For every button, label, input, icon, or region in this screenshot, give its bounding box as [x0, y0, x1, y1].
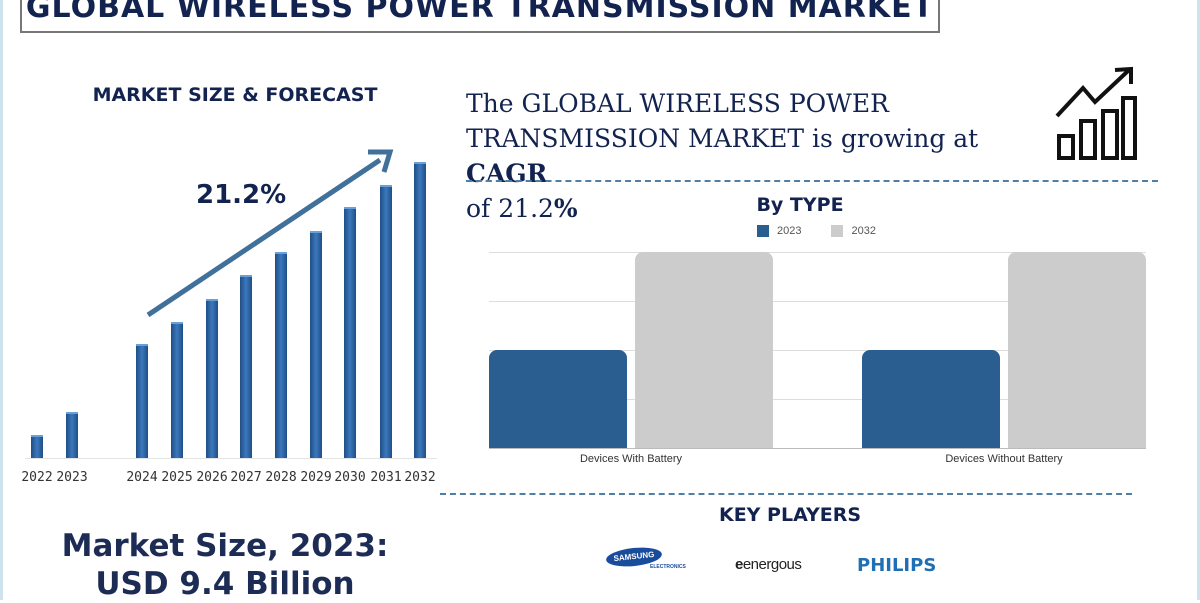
bar-2029: [310, 230, 322, 458]
x-tick-label: 2024: [126, 470, 158, 485]
right-border: [1197, 0, 1200, 600]
x-axis: [489, 448, 1146, 449]
x-tick-label: 2022: [21, 470, 53, 485]
bar-2027: [240, 275, 252, 458]
type-chart-title: By TYPE: [756, 194, 844, 216]
market-size-text: Market Size, 2023: USD 9.4 Billion: [0, 527, 450, 603]
summary-line2: TRANSMISSION MARKET is growing at CAGR: [466, 121, 1066, 191]
page-title: GLOBAL WIRELESS POWER TRANSMISSION MARKE…: [25, 0, 935, 25]
x-tick-label: 2031: [370, 470, 402, 485]
percent-sign: %: [553, 194, 578, 223]
legend-label-2023: 2023: [777, 225, 802, 237]
bar-2023-without-battery: [862, 350, 1000, 448]
bar-2032-with-battery: [635, 252, 773, 448]
summary-line1: The GLOBAL WIRELESS POWER: [466, 89, 889, 118]
bar-2030: [344, 206, 356, 458]
gridline: [489, 301, 1146, 302]
x-tick-label: 2029: [300, 470, 332, 485]
x-tick-label: 2032: [404, 470, 436, 485]
market-size-line2: USD 9.4 Billion: [95, 566, 355, 602]
x-axis: [25, 458, 437, 459]
energous-text: energous: [742, 556, 802, 573]
x-tick-label: 2023: [56, 470, 88, 485]
samsung-sub: ELECTRONICS: [650, 564, 686, 570]
category-label: Devices Without Battery: [945, 453, 1063, 465]
divider: [466, 180, 1158, 182]
energous-logo: eenergous: [735, 556, 802, 573]
x-tick-label: 2025: [161, 470, 193, 485]
cagr-annotation: 21.2%: [196, 180, 287, 210]
legend-swatch-2032: [831, 225, 844, 237]
bar-2026: [206, 299, 218, 458]
bar-2032-without-battery: [1008, 252, 1146, 448]
cagr-label: CAGR: [466, 159, 548, 188]
bar-2022: [31, 435, 43, 458]
market-size-line1: Market Size, 2023:: [61, 528, 389, 564]
gridline: [489, 350, 1146, 351]
category-label: Devices With Battery: [579, 453, 683, 465]
cagr-summary: The GLOBAL WIRELESS POWER TRANSMISSION M…: [466, 86, 1066, 226]
x-tick-label: 2026: [196, 470, 228, 485]
bar-2023-with-battery: [489, 350, 627, 448]
summary-line2-text: TRANSMISSION MARKET is growing at: [466, 124, 979, 153]
philips-logo: PHILIPS: [857, 555, 937, 576]
bar-2025: [171, 321, 183, 458]
title-box: GLOBAL WIRELESS POWER TRANSMISSION MARKE…: [20, 0, 940, 33]
bar-2032: [414, 161, 426, 458]
legend-swatch-2023: [757, 225, 769, 237]
gridline: [489, 399, 1146, 400]
growth-arrow: [146, 149, 394, 318]
gridline: [489, 252, 1146, 253]
legend: 2023 2032: [757, 225, 876, 237]
key-players-heading: KEY PLAYERS: [718, 504, 862, 526]
forecast-chart-title: MARKET SIZE & FORECAST: [92, 84, 378, 106]
legend-label-2032: 2032: [851, 225, 876, 237]
divider: [440, 493, 1132, 495]
x-tick-label: 2030: [334, 470, 366, 485]
x-tick-label: 2028: [265, 470, 297, 485]
summary-line3: of 21.2%: [466, 191, 1066, 226]
bar-2023: [66, 412, 78, 458]
summary-line3-text: of 21.2: [466, 194, 554, 223]
growth-chart-arrow-icon: [1055, 66, 1137, 160]
bar-2031: [380, 184, 392, 458]
x-tick-label: 2027: [230, 470, 262, 485]
bar-2024: [136, 343, 148, 458]
left-border: [0, 0, 3, 600]
bar-2028: [275, 252, 287, 458]
